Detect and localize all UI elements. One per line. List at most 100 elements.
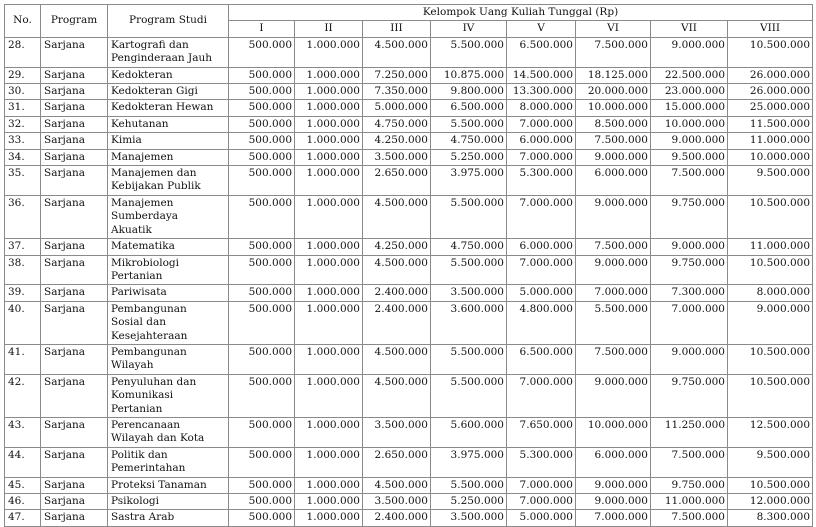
header-group-6: VI [575, 20, 651, 38]
cell-ukt-group-3: 2.400.000 [362, 284, 431, 302]
cell-ukt-group-1: 500.000 [228, 194, 295, 240]
cell-ukt-group-4: 5.500.000 [430, 194, 507, 240]
cell-ukt-group-3: 4.500.000 [362, 476, 431, 495]
cell-ukt-group-4: 5.600.000 [430, 416, 507, 448]
cell-ukt-group-2: 1.000.000 [294, 194, 363, 240]
cell-no: 37. [4, 238, 41, 256]
header-group-1: I [228, 20, 295, 38]
header-group-5: V [506, 20, 576, 38]
table-row: 29. Sarjana Kedokteran 500.000 1.000.000 7.25… [4, 66, 814, 85]
header-program-studi: Program Studi [107, 4, 229, 38]
cell-program: Sarjana [40, 36, 108, 68]
cell-ukt-group-5: 7.000.000 [506, 492, 576, 511]
cell-ukt-group-6: 7.000.000 [575, 509, 651, 527]
cell-ukt-group-6: 6.000.000 [575, 446, 651, 478]
table-row: 47. Sarjana Sastra Arab 500.000 1.000.000 2.4… [4, 509, 814, 527]
cell-ukt-group-3: 4.250.000 [362, 238, 431, 256]
table-row: 35. Sarjana Manajemen dan Kebijakan Publik 5… [4, 165, 814, 196]
cell-ukt-group-8: 9.500.000 [726, 165, 814, 196]
program-studi-line: Matematika [111, 240, 175, 253]
cell-ukt-group-2: 1.000.000 [294, 416, 363, 448]
cell-program: Sarjana [40, 284, 108, 302]
program-studi-line: Kartografi dan [111, 38, 189, 51]
cell-ukt-group-6: 9.000.000 [575, 254, 651, 286]
cell-ukt-group-6: 7.500.000 [575, 132, 651, 150]
cell-ukt-group-2: 1.000.000 [294, 476, 363, 495]
cell-ukt-group-1: 500.000 [228, 66, 295, 85]
cell-ukt-group-6: 9.000.000 [575, 148, 651, 167]
cell-ukt-group-5: 6.000.000 [506, 132, 576, 150]
cell-ukt-group-4: 5.500.000 [430, 343, 507, 375]
cell-no: 42. [4, 373, 41, 418]
cell-ukt-group-2: 1.000.000 [294, 254, 363, 286]
cell-ukt-group-3: 3.500.000 [362, 492, 431, 511]
cell-ukt-group-1: 500.000 [228, 99, 295, 117]
cell-ukt-group-3: 4.500.000 [362, 194, 431, 240]
program-studi-line: Wilayah [111, 359, 154, 372]
cell-ukt-group-8: 9.500.000 [726, 446, 814, 478]
program-studi-line: Penyuluhan dan [111, 375, 197, 388]
cell-ukt-group-7: 22.500.000 [650, 66, 728, 85]
program-studi-line: Sumberdaya [111, 210, 179, 223]
cell-program-studi: Pembangunan Wilayah [107, 343, 229, 375]
cell-program: Sarjana [40, 254, 108, 286]
cell-ukt-group-6: 7.000.000 [575, 284, 651, 302]
cell-ukt-group-5: 7.000.000 [506, 476, 576, 495]
program-studi-line: Manajemen [111, 150, 174, 163]
cell-ukt-group-7: 11.000.000 [650, 492, 728, 511]
cell-ukt-group-8: 10.500.000 [726, 373, 814, 418]
cell-program-studi: Perencanaan Wilayah dan Kota [107, 416, 229, 448]
cell-ukt-group-5: 5.000.000 [506, 284, 576, 302]
cell-ukt-group-1: 500.000 [228, 300, 295, 345]
cell-no: 39. [4, 284, 41, 302]
cell-ukt-group-3: 7.350.000 [362, 83, 431, 101]
cell-ukt-group-2: 1.000.000 [294, 36, 363, 68]
cell-ukt-group-1: 500.000 [228, 492, 295, 511]
cell-ukt-group-5: 7.000.000 [506, 254, 576, 286]
cell-ukt-group-2: 1.000.000 [294, 148, 363, 167]
cell-ukt-group-8: 10.500.000 [726, 476, 814, 495]
cell-ukt-group-3: 4.750.000 [362, 115, 431, 134]
cell-ukt-group-7: 9.500.000 [650, 148, 728, 167]
cell-program: Sarjana [40, 83, 108, 101]
table-row: 28. Sarjana Kartografi dan Penginderaan Jau… [4, 36, 814, 68]
cell-ukt-group-8: 8.300.000 [726, 509, 814, 527]
cell-ukt-group-4: 4.750.000 [430, 238, 507, 256]
cell-ukt-group-6: 9.000.000 [575, 492, 651, 511]
cell-ukt-group-4: 5.500.000 [430, 115, 507, 134]
cell-ukt-group-5: 7.000.000 [506, 148, 576, 167]
cell-ukt-group-3: 2.400.000 [362, 509, 431, 527]
cell-ukt-group-7: 15.000.000 [650, 99, 728, 117]
cell-ukt-group-1: 500.000 [228, 476, 295, 495]
table-row: 33. Sarjana Kimia 500.000 1.000.000 4.250.000… [4, 132, 814, 150]
table-row: 34. Sarjana Manajemen 500.000 1.000.000 3.500… [4, 148, 814, 167]
cell-ukt-group-4: 3.500.000 [430, 284, 507, 302]
table-row: 30. Sarjana Kedokteran Gigi 500.000 1.000.00… [4, 83, 814, 101]
cell-program: Sarjana [40, 132, 108, 150]
cell-ukt-group-8: 10.500.000 [726, 194, 814, 240]
header-group-3: III [362, 20, 431, 38]
cell-ukt-group-1: 500.000 [228, 36, 295, 68]
cell-program: Sarjana [40, 300, 108, 345]
program-studi-line: Wilayah dan Kota [111, 432, 205, 445]
cell-ukt-group-6: 6.000.000 [575, 165, 651, 196]
cell-ukt-group-3: 7.250.000 [362, 66, 431, 85]
cell-ukt-group-4: 5.500.000 [430, 476, 507, 495]
program-studi-line: Kedokteran Gigi [111, 85, 198, 98]
cell-ukt-group-2: 1.000.000 [294, 446, 363, 478]
cell-program-studi: Kimia [107, 132, 229, 150]
cell-program: Sarjana [40, 416, 108, 448]
cell-ukt-group-2: 1.000.000 [294, 66, 363, 85]
table-row: 46. Sarjana Psikologi 500.000 1.000.000 3.500… [4, 492, 814, 511]
cell-ukt-group-2: 1.000.000 [294, 492, 363, 511]
cell-ukt-group-8: 10.000.000 [726, 148, 814, 167]
cell-ukt-group-4: 5.250.000 [430, 148, 507, 167]
cell-ukt-group-3: 3.500.000 [362, 148, 431, 167]
cell-ukt-group-7: 11.250.000 [650, 416, 728, 448]
cell-ukt-group-5: 8.000.000 [506, 99, 576, 117]
cell-program: Sarjana [40, 115, 108, 134]
program-studi-line: Pembangunan [111, 345, 187, 358]
cell-no: 38. [4, 254, 41, 286]
cell-no: 34. [4, 148, 41, 167]
cell-ukt-group-4: 5.500.000 [430, 36, 507, 68]
